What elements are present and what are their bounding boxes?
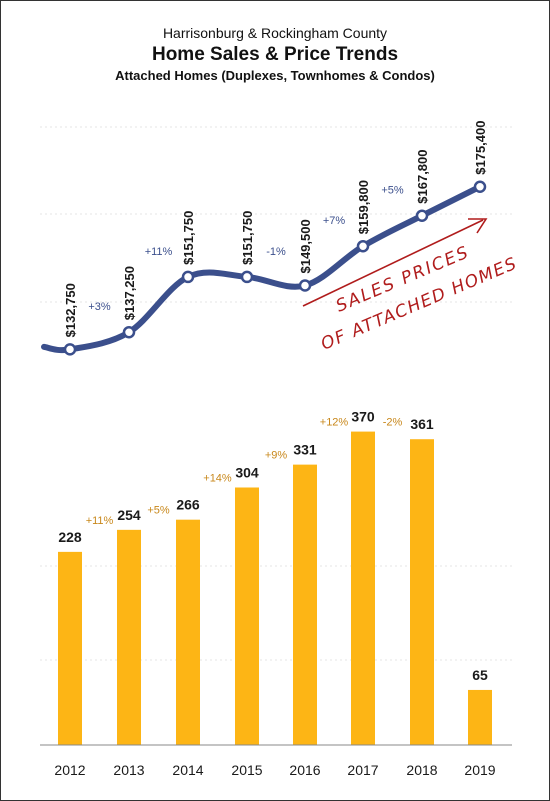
sales-value-label-2019: 65 <box>472 667 488 683</box>
price-point-2017 <box>356 239 370 253</box>
x-tick-label-2019: 2019 <box>464 762 495 778</box>
sales-bar-2012 <box>58 551 82 745</box>
chart-title: Home Sales & Price Trends <box>151 44 399 65</box>
price-point-2018 <box>415 209 429 222</box>
price-change-label: +7% <box>323 215 346 227</box>
price-label-2016: $149,500 <box>298 219 313 273</box>
sales-bar-2014 <box>176 519 200 745</box>
price-point-2013 <box>122 325 136 339</box>
sales-change-label: +9% <box>265 450 288 462</box>
x-tick-label-2012: 2012 <box>54 762 85 778</box>
price-label-2014: $151,750 <box>181 211 196 265</box>
sales-value-label-2016: 331 <box>293 442 317 458</box>
price-label-2015: $151,750 <box>240 211 255 265</box>
sales-bar-2018 <box>410 439 434 745</box>
annotation-arrow-shaft <box>302 219 484 307</box>
chart-subtitle: Attached Homes (Duplexes, Townhomes & Co… <box>115 68 435 83</box>
sales-value-label-2013: 254 <box>117 507 141 523</box>
price-point-2012 <box>63 343 77 356</box>
sales-change-label: +11% <box>86 515 114 527</box>
price-label-2012: $132,750 <box>63 283 78 337</box>
price-label-2019: $175,400 <box>473 121 488 175</box>
price-point-2015 <box>240 270 254 284</box>
x-tick-label-2013: 2013 <box>113 762 144 778</box>
price-change-label: +3% <box>88 301 111 313</box>
sales-change-label: +12% <box>320 417 349 429</box>
x-tick-label-2018: 2018 <box>406 762 437 778</box>
price-point-2016 <box>298 279 312 292</box>
price-label-2018: $167,800 <box>415 149 430 203</box>
sales-bar-2019 <box>468 689 492 745</box>
sales-bar-2017 <box>351 431 375 745</box>
price-change-label: -1% <box>266 246 286 258</box>
sales-change-label: +5% <box>147 505 170 517</box>
price-label-2013: $137,250 <box>122 266 137 320</box>
x-tick-label-2016: 2016 <box>289 762 320 778</box>
sales-value-label-2014: 266 <box>176 497 200 513</box>
chart-title-location: Harrisonburg & Rockingham County <box>162 25 388 41</box>
sales-value-label-2017: 370 <box>351 409 375 425</box>
sales-change-label: +14% <box>203 472 232 484</box>
price-change-label: +5% <box>381 185 404 197</box>
sales-value-label-2015: 304 <box>235 464 259 480</box>
sales-bar-2016 <box>293 464 317 745</box>
price-label-2017: $159,800 <box>356 180 371 234</box>
x-tick-label-2017: 2017 <box>347 762 378 778</box>
x-tick-label-2015: 2015 <box>231 762 262 778</box>
sales-change-label: -2% <box>383 417 403 429</box>
sales-value-label-2012: 228 <box>58 529 82 545</box>
price-change-label: +11% <box>145 246 173 258</box>
price-point-2014 <box>181 270 195 284</box>
sales-bar-2013 <box>117 529 141 745</box>
sales-value-label-2018: 361 <box>410 416 434 432</box>
sales-bar-2015 <box>235 487 259 745</box>
x-tick-label-2014: 2014 <box>172 762 203 778</box>
annotation-arrow-head <box>468 218 488 234</box>
price-point-2019 <box>473 180 487 193</box>
